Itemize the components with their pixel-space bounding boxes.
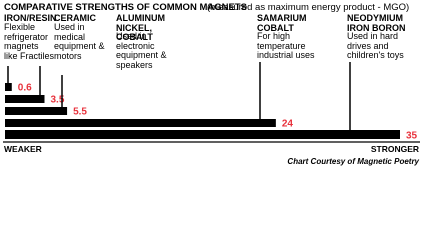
x-axis-label-right: STRONGER [371, 144, 419, 154]
value-label: 35 [406, 131, 418, 142]
chart-title: COMPARATIVE STRENGTHS OF COMMON MAGNETS [4, 2, 247, 13]
chart: 0.6 3.5 5.5 24 35 WEAKER STRONGER Chart Courtes… [3, 2, 420, 166]
category-label: SAMARIUM COBALT [257, 13, 307, 33]
category-description: Flexible refrigerator magnets like Fract… [4, 22, 55, 61]
x-axis-label-left: WEAKER [4, 144, 42, 154]
category-label: IRON/RESIN [4, 13, 57, 23]
category-description: Used in medical equipment & motors [54, 22, 105, 61]
category-label: ALUMINUM NICKEL, COBALT [116, 13, 165, 42]
chart-canvas: 0.6 3.5 5.5 24 35 WEAKER STRONGER Chart Courtes… [3, 62, 420, 166]
category-description: Used in electronic equipment & speakers [116, 31, 167, 70]
category-description: Used in hard drives and children's toys [347, 31, 404, 60]
bar [5, 83, 12, 91]
value-label: 3.5 [51, 95, 65, 106]
value-label: 5.5 [73, 107, 87, 118]
bar [5, 107, 68, 115]
category-label: NEODYMIUM IRON BORON [347, 13, 406, 33]
credit: Chart Courtesy of Magnetic Poetry [287, 157, 419, 166]
value-label: 0.6 [18, 83, 32, 94]
category-description: For high temperature industrial uses [257, 31, 315, 60]
bar [5, 130, 400, 139]
bar [5, 95, 45, 103]
bar [5, 119, 276, 127]
chart-subtitle: (measured as maximum energy product - MG… [207, 2, 410, 13]
category-label: CERAMIC [54, 13, 96, 23]
value-label: 24 [282, 119, 294, 130]
